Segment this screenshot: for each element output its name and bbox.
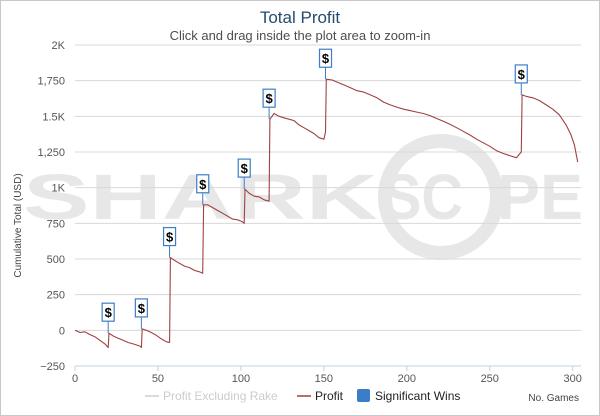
axes: Cumulative Total (USD) No. Games	[13, 173, 581, 404]
flag-label: $	[518, 67, 526, 82]
series[interactable]	[74, 78, 579, 349]
legend-item-significant-wins[interactable]: Significant Wins	[357, 389, 460, 403]
flag-box	[318, 48, 333, 68]
x-tick-label: 150	[315, 373, 333, 385]
x-tick-labels: 0 50 100 150 200 250 300	[72, 366, 582, 385]
x-tick-label: 100	[232, 373, 250, 385]
y-tick-label: 0	[59, 325, 65, 337]
y-tick-label: 1,750	[37, 76, 65, 88]
x-tick-label: 50	[152, 373, 164, 385]
grid	[75, 44, 581, 367]
x-axis-title: No. Games	[528, 393, 579, 404]
significant-win-flag[interactable]: $	[101, 302, 115, 334]
flag-label: $	[105, 305, 113, 320]
chart-title: Total Profit	[259, 8, 341, 27]
significant-win-flag[interactable]: $	[318, 48, 333, 80]
flag-label: $	[265, 91, 273, 106]
watermark-scope-ring	[378, 134, 504, 260]
x-tick-label: 300	[564, 373, 582, 385]
y-tick-label: 250	[47, 290, 65, 302]
flag-box	[196, 174, 210, 194]
y-tick-label: 1.5K	[42, 111, 65, 123]
flag-label: $	[166, 230, 174, 245]
flag-box	[134, 298, 148, 318]
x-tick-label: 200	[398, 373, 416, 385]
flag-label: $	[241, 161, 249, 176]
y-tick-label: 500	[47, 254, 65, 266]
series-line-profit[interactable]	[74, 78, 579, 349]
significant-win-flag[interactable]: $	[262, 88, 276, 120]
y-tick-labels: −250 0 250 500 750 1K 1,250 1.5K 1,750 2K	[37, 40, 65, 373]
x-tick-label: 250	[481, 373, 499, 385]
flag-box	[237, 158, 251, 178]
legend[interactable]: Profit Excluding Rake Profit Significant…	[145, 389, 460, 403]
flag-box	[101, 302, 115, 322]
watermark-pe: PE	[497, 161, 583, 233]
significant-win-flag[interactable]: $	[134, 298, 148, 329]
flag-label: $	[138, 301, 146, 316]
y-tick-label: 750	[47, 218, 65, 230]
legend-item-profit-excluding-rake[interactable]: Profit Excluding Rake	[145, 389, 278, 403]
watermark-sc: SC	[383, 161, 463, 233]
significant-win-flag[interactable]: $	[162, 226, 177, 258]
watermark: SHARK SC PE	[23, 134, 583, 260]
y-tick-label: 2K	[52, 40, 66, 52]
flag-label: $	[322, 51, 330, 66]
legend-item-profit[interactable]: Profit	[297, 389, 344, 403]
significant-win-flag[interactable]: $	[237, 158, 251, 190]
significant-win-flag[interactable]: $	[514, 64, 528, 95]
y-tick-label: 1K	[52, 183, 66, 195]
significant-wins[interactable]: $ $ $ $ $ $ $ $	[101, 48, 528, 334]
x-tick-label: 0	[72, 373, 78, 385]
y-tick-label: 1,250	[37, 147, 65, 159]
legend-label-profit: Profit	[315, 389, 344, 403]
y-axis-title: Cumulative Total (USD)	[13, 173, 24, 277]
legend-label-significant-wins: Significant Wins	[375, 389, 460, 403]
flag-box	[162, 226, 177, 247]
flag-label: $	[199, 177, 207, 192]
legend-label-profit-excluding-rake: Profit Excluding Rake	[163, 389, 278, 403]
chart-subtitle: Click and drag inside the plot area to z…	[169, 28, 431, 43]
legend-swatch-significant-wins	[357, 389, 370, 402]
y-tick-label: −250	[40, 361, 65, 373]
flag-box	[262, 88, 276, 108]
significant-win-flag[interactable]: $	[196, 174, 210, 205]
watermark-shark: SHARK	[23, 161, 378, 233]
flag-box	[514, 64, 528, 84]
